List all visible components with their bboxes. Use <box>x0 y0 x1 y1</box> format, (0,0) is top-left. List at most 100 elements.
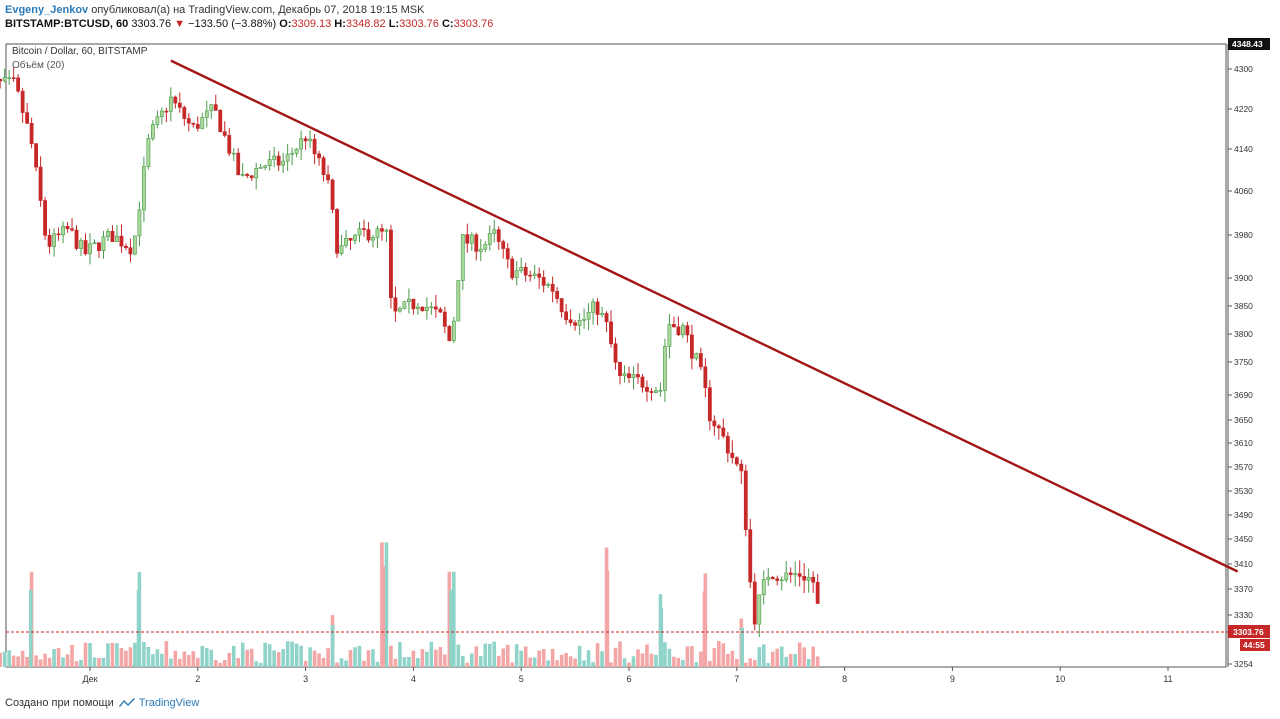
volume-bar <box>631 656 636 667</box>
candle-body <box>74 229 79 249</box>
price-tick-label: 4060 <box>1234 186 1253 196</box>
time-tick-label: 10 <box>1055 674 1065 684</box>
candle-body <box>429 306 434 309</box>
candle-body <box>564 311 569 321</box>
author-link[interactable]: Evgeny_Jenkov <box>5 4 89 16</box>
volume-bar <box>236 657 241 667</box>
volume-bar <box>609 662 613 667</box>
volume-bar <box>61 657 65 667</box>
candle-body <box>61 226 65 236</box>
candle-body <box>97 242 101 251</box>
volume-bar <box>38 659 43 667</box>
candle-body <box>532 273 537 276</box>
time-tick-label: 4 <box>411 674 416 684</box>
high-label: H: <box>334 18 346 30</box>
volume-bar <box>550 648 555 667</box>
candle-body <box>124 245 128 249</box>
candle-body <box>474 234 479 252</box>
candle-body <box>622 373 627 377</box>
candle-body <box>546 283 551 286</box>
candle-body <box>577 320 582 326</box>
candle-body <box>294 148 299 154</box>
candle-body <box>748 529 753 583</box>
volume-bar <box>577 645 582 667</box>
price-tick-label: 3800 <box>1234 329 1253 339</box>
candle-body <box>757 594 762 625</box>
candle-body <box>483 244 488 250</box>
volume-bar <box>420 649 425 667</box>
candle-body <box>52 233 56 247</box>
candle-body <box>815 581 820 604</box>
candle-body <box>317 153 321 159</box>
volume-bar <box>357 645 362 667</box>
candle-body <box>7 77 12 79</box>
candle-body <box>618 361 622 377</box>
volume-bar <box>344 660 348 667</box>
volume-bar <box>761 644 766 667</box>
volume-bar <box>34 655 38 667</box>
volume-bar <box>555 660 559 667</box>
volume-bar <box>146 646 151 667</box>
volume-bar <box>618 641 622 667</box>
open-value: 3309.13 <box>291 18 332 30</box>
volume-bar <box>11 655 16 667</box>
candle-body <box>559 298 564 313</box>
volume-bar <box>456 644 461 667</box>
time-tick-label: 9 <box>950 674 955 684</box>
current-price-tag-label: 3303.76 <box>1233 627 1264 637</box>
volume-bar <box>690 646 694 667</box>
candle-body <box>496 229 501 242</box>
volume-bar <box>384 542 389 667</box>
candle-body <box>195 124 200 129</box>
volume-bar <box>218 662 223 667</box>
tradingview-brand[interactable]: TradingView <box>138 697 200 709</box>
volume-bar <box>263 642 267 667</box>
volume-bar <box>586 650 591 667</box>
candle-body <box>802 576 807 581</box>
volume-bar <box>393 658 398 667</box>
candle-body <box>335 209 339 254</box>
candle-body <box>303 138 308 142</box>
candle-body <box>694 353 699 359</box>
volume-bar <box>425 651 429 667</box>
time-tick-label: 6 <box>626 674 631 684</box>
volume-bar <box>429 641 434 667</box>
candle-body <box>155 116 160 125</box>
volume-bar <box>595 643 600 667</box>
candle-body <box>276 155 281 166</box>
volume-bar <box>209 649 214 667</box>
volume-bar <box>559 654 564 667</box>
publish-line: Evgeny_Jenkov опубликовал(а) на TradingV… <box>5 4 424 16</box>
volume-bar <box>231 645 236 667</box>
volume-bar <box>366 650 371 667</box>
candle-body <box>213 104 218 111</box>
candle-body <box>469 234 474 244</box>
candle-body <box>433 306 438 310</box>
price-tick-label: 3980 <box>1234 230 1253 240</box>
volume-bar <box>411 650 416 667</box>
candle-body <box>38 166 43 201</box>
volume-bar <box>757 647 762 667</box>
current-price-tag <box>1228 625 1270 638</box>
candle-body <box>770 576 775 580</box>
candle-body <box>438 308 443 313</box>
candle-body <box>779 579 784 582</box>
volume-bar <box>478 656 483 667</box>
volume-bar <box>200 645 205 667</box>
volume-bar <box>92 657 97 667</box>
candle-body <box>645 386 649 392</box>
volume-bar <box>474 646 479 667</box>
volume-bar <box>735 658 739 667</box>
volume-bar <box>568 656 573 667</box>
candle-body <box>631 374 636 379</box>
price-chart[interactable]: Bitcoin / Dollar, 60, BITSTAMP Объём (20)… <box>0 38 1280 690</box>
candle-body <box>707 387 712 422</box>
volume-bar <box>155 649 160 667</box>
candle-body <box>384 229 389 232</box>
candle-body <box>330 179 335 210</box>
candle-body <box>627 373 631 379</box>
trendline <box>170 59 1239 573</box>
candle-body <box>442 311 447 327</box>
volume-bar <box>196 657 200 667</box>
volume-bar <box>487 643 492 667</box>
